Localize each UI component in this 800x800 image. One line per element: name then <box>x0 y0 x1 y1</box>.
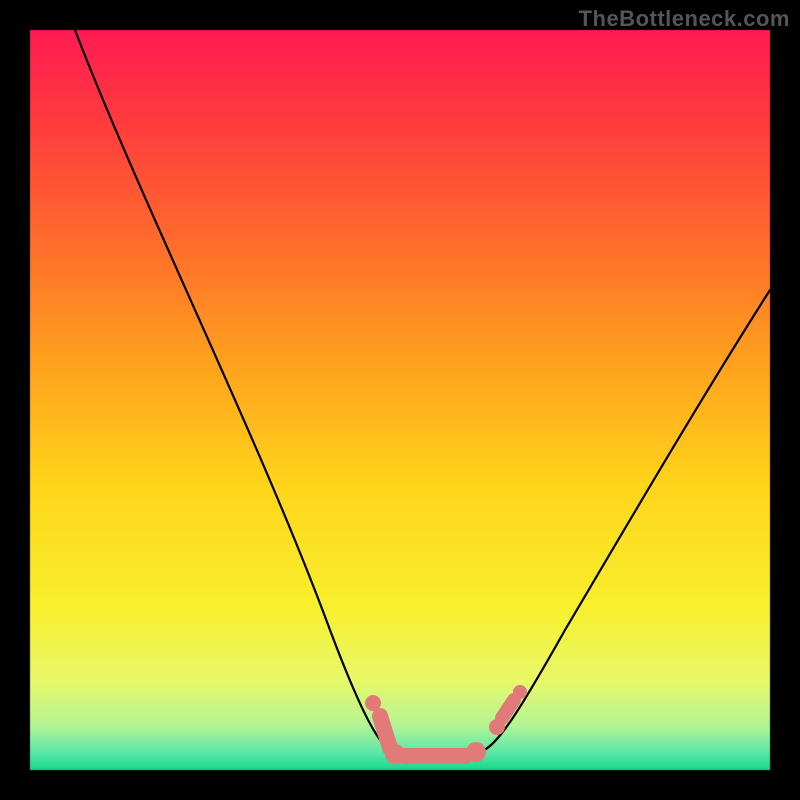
chart-root: TheBottleneck.com <box>0 0 800 800</box>
gradient-background <box>0 0 800 800</box>
